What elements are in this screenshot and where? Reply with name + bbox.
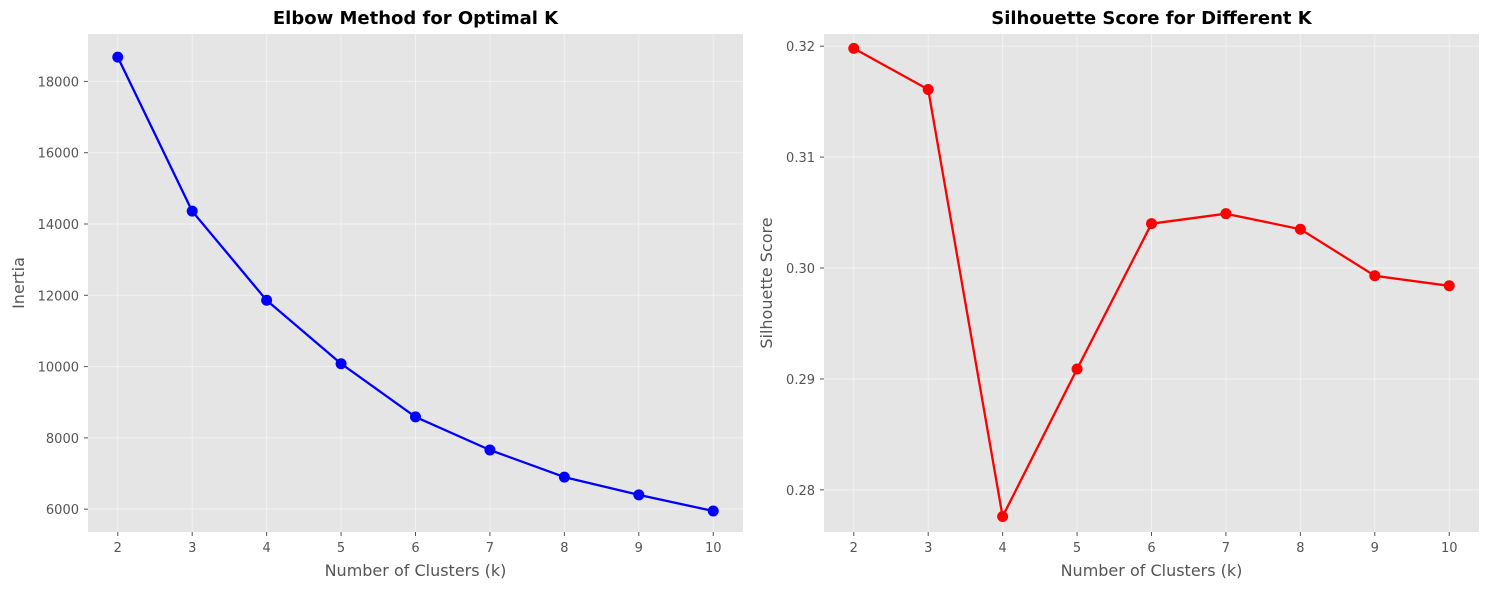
- silhouette-x-tick-label: 6: [1147, 541, 1155, 556]
- elbow-data-point: [186, 205, 198, 217]
- elbow-data-point: [707, 505, 719, 517]
- silhouette-data-point: [922, 83, 934, 95]
- silhouette-y-tick-label: 0.32: [786, 40, 815, 55]
- silhouette-x-tick-label: 9: [1371, 541, 1379, 556]
- silhouette-chart-title: Silhouette Score for Different K: [991, 8, 1313, 29]
- silhouette-data-point: [1220, 208, 1232, 220]
- elbow-data-point: [112, 51, 124, 63]
- elbow-y-ticks: 6000 8000 10000 12000 14000 16000 18000: [38, 75, 88, 518]
- elbow-x-tick-label: 8: [560, 541, 568, 556]
- silhouette-x-tick-label: 8: [1296, 541, 1304, 556]
- silhouette-x-tick-label: 10: [1441, 541, 1458, 556]
- silhouette-x-axis-label: Number of Clusters (k): [1061, 561, 1243, 580]
- silhouette-x-tick-label: 2: [850, 541, 858, 556]
- silhouette-x-tick-label: 5: [1073, 541, 1081, 556]
- elbow-x-tick-label: 6: [411, 541, 419, 556]
- silhouette-x-tick-label: 7: [1222, 541, 1230, 556]
- elbow-chart-title: Elbow Method for Optimal K: [273, 8, 559, 29]
- silhouette-gridlines: [824, 34, 1479, 532]
- elbow-x-tick-label: 9: [635, 541, 643, 556]
- silhouette-data-point: [997, 510, 1009, 522]
- silhouette-y-tick-label: 0.29: [786, 373, 815, 388]
- elbow-series: [112, 51, 719, 517]
- elbow-y-tick-label: 18000: [38, 75, 79, 90]
- elbow-x-tick-label: 2: [114, 541, 122, 556]
- elbow-x-tick-label: 7: [486, 541, 494, 556]
- elbow-x-tick-label: 3: [188, 541, 196, 556]
- silhouette-y-tick-label: 0.28: [786, 484, 815, 499]
- elbow-y-tick-label: 10000: [38, 361, 79, 376]
- silhouette-x-tick-label: 3: [924, 541, 932, 556]
- silhouette-series: [848, 42, 1455, 522]
- silhouette-x-ticks: 2 3 4 5 6 7 8 9 10: [850, 532, 1458, 556]
- silhouette-data-point: [1369, 270, 1381, 282]
- silhouette-y-tick-label: 0.30: [786, 262, 815, 277]
- elbow-data-point: [410, 411, 421, 423]
- silhouette-data-point: [1071, 363, 1083, 375]
- elbow-data-point: [261, 294, 273, 306]
- elbow-y-tick-label: 8000: [46, 432, 79, 447]
- elbow-x-tick-label: 4: [262, 541, 270, 556]
- elbow-y-tick-label: 6000: [46, 503, 79, 518]
- silhouette-data-point: [1443, 280, 1455, 292]
- silhouette-data-point: [1146, 218, 1157, 230]
- silhouette-y-ticks: 0.28 0.29 0.30 0.31 0.32: [786, 40, 824, 499]
- elbow-x-ticks: 2 3 4 5 6 7 8 9 10: [114, 532, 722, 556]
- elbow-x-tick-label: 10: [705, 541, 722, 556]
- elbow-y-axis-label: Inertia: [9, 257, 28, 309]
- elbow-y-tick-label: 14000: [38, 218, 79, 233]
- silhouette-x-tick-label: 4: [998, 541, 1006, 556]
- elbow-data-point: [335, 358, 347, 370]
- silhouette-data-point: [848, 42, 860, 54]
- elbow-data-point: [633, 489, 645, 501]
- elbow-x-tick-label: 5: [337, 541, 345, 556]
- elbow-gridlines: [88, 34, 743, 532]
- silhouette-y-tick-label: 0.31: [786, 151, 815, 166]
- elbow-y-tick-label: 16000: [38, 147, 79, 162]
- elbow-chart: 2 3 4 5 6 7 8 9 10 6000 8000 10000 12000 14000 16000 1…: [9, 8, 743, 580]
- elbow-y-tick-label: 12000: [38, 289, 79, 304]
- elbow-x-axis-label: Number of Clusters (k): [325, 561, 507, 580]
- silhouette-data-point: [1294, 223, 1306, 235]
- silhouette-y-axis-label: Silhouette Score: [757, 217, 776, 348]
- elbow-data-point: [558, 471, 570, 483]
- silhouette-chart: 2 3 4 5 6 7 8 9 10 0.28 0.29 0.30 0.31 0.32 Silhouet…: [757, 8, 1479, 580]
- elbow-data-point: [484, 444, 496, 456]
